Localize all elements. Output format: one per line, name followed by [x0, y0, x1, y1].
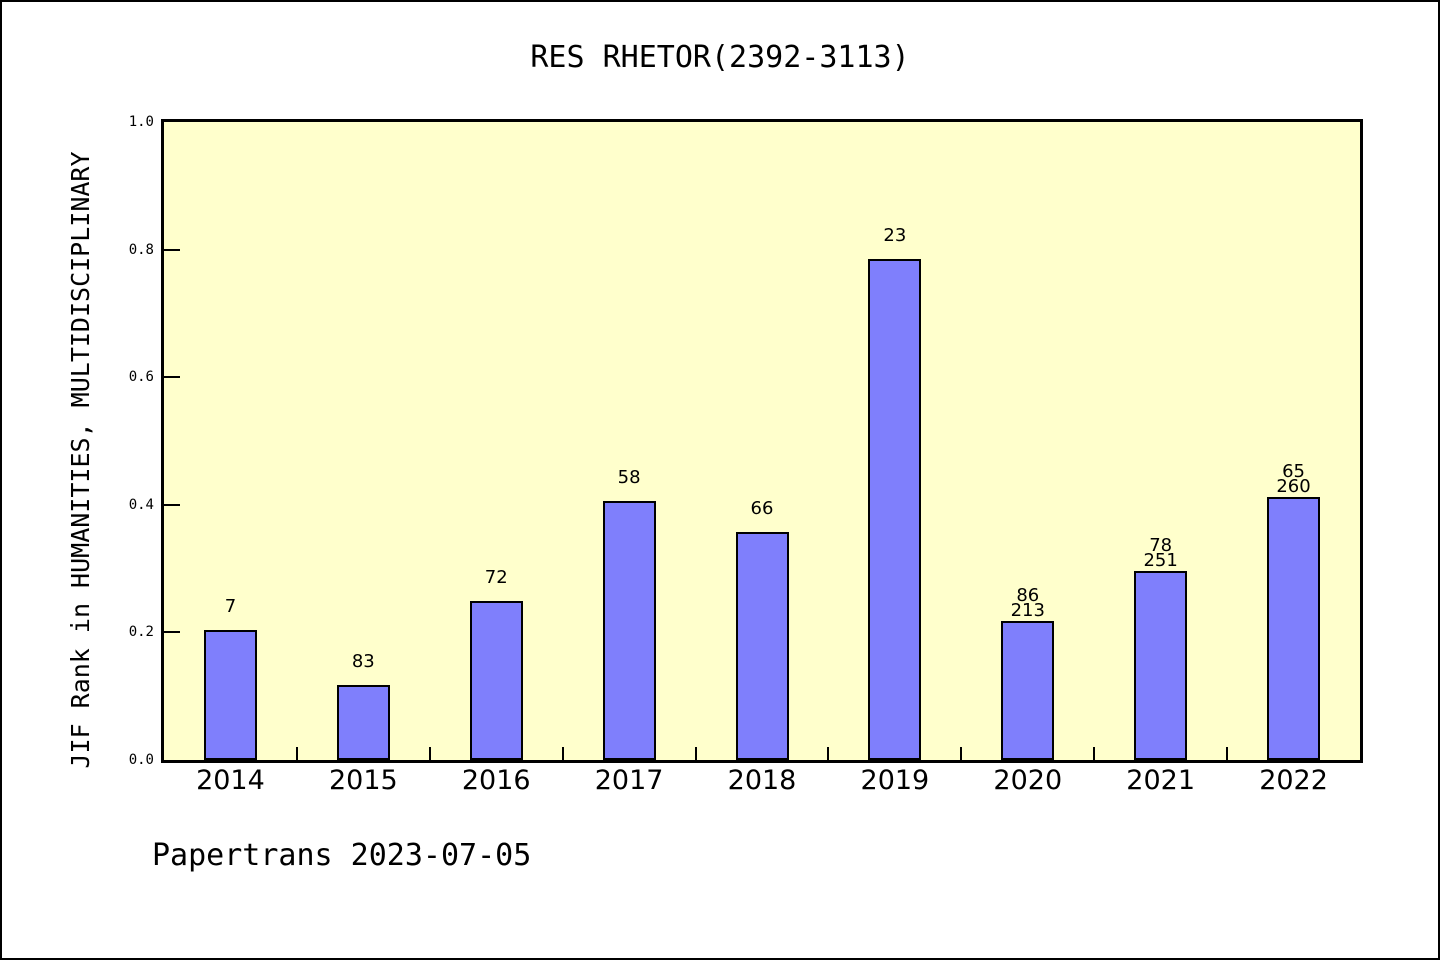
- bar: [602, 500, 656, 760]
- bar-value-label: 86 213: [961, 584, 1094, 621]
- bar: [1134, 571, 1188, 760]
- bar: [735, 531, 789, 760]
- plot-area: 7 83 72 58 66 23 86 213 78 251 65 260: [161, 119, 1363, 763]
- bar-value-label: 72: [430, 566, 563, 588]
- x-category-label: 2018: [727, 765, 797, 796]
- x-category-label: 2020: [993, 765, 1063, 796]
- bar-value-label: 83: [297, 651, 430, 673]
- y-tick: [164, 631, 180, 634]
- bar-value-line: 72: [484, 566, 508, 588]
- chart-title: RES RHETOR(2392-3113): [530, 40, 910, 75]
- bar-value-line: 86: [1016, 584, 1040, 606]
- bar-value-line: 83: [351, 651, 375, 673]
- x-tick: [1093, 747, 1096, 760]
- x-tick: [295, 747, 298, 760]
- y-tick-label: 0.4: [128, 496, 154, 513]
- bar: [868, 259, 922, 760]
- footer-annotation: Papertrans 2023-07-05: [152, 838, 532, 873]
- bar-value-label: 58: [563, 466, 696, 488]
- bar: [1267, 497, 1321, 760]
- bar: [469, 600, 523, 760]
- y-axis-label: JIF Rank in HUMANITIES, MULTIDISCIPLINAR…: [66, 151, 95, 769]
- x-tick: [827, 747, 830, 760]
- y-tick-label: 0.6: [128, 369, 154, 386]
- bar-value-line: 65: [1282, 461, 1305, 483]
- bar-value-line: 23: [883, 225, 907, 247]
- x-tick: [694, 747, 697, 760]
- x-tick: [561, 747, 564, 760]
- x-category-label: 2016: [461, 765, 531, 796]
- x-category-label: 2015: [328, 765, 398, 796]
- x-tick: [428, 747, 431, 760]
- x-category-label: 2017: [594, 765, 664, 796]
- x-tick: [960, 747, 963, 760]
- x-category-label: 2014: [196, 765, 265, 796]
- y-tick-label: 0.8: [128, 241, 154, 258]
- bar-value-line: 78: [1149, 535, 1173, 557]
- x-category-label: 2022: [1259, 765, 1328, 796]
- y-tick: [164, 503, 180, 506]
- bar-value-line: 58: [617, 466, 641, 488]
- x-category-label: 2021: [1126, 765, 1196, 796]
- bar: [336, 685, 390, 760]
- x-tick: [1226, 747, 1229, 760]
- x-category-label: 2019: [860, 765, 930, 796]
- bar-value-label: 78 251: [1094, 535, 1227, 572]
- y-tick-label: 1.0: [128, 114, 154, 130]
- y-tick: [164, 376, 180, 379]
- bar-value-label: 7: [164, 595, 297, 617]
- bar: [1001, 620, 1055, 760]
- bar-value-label: 66: [696, 497, 829, 519]
- y-tick-label: 0.2: [128, 624, 154, 641]
- bar: [203, 629, 257, 760]
- bar-value-line: 7: [224, 595, 237, 617]
- bar-value-line: 251: [1143, 550, 1178, 572]
- bar-value-label: 23: [828, 225, 961, 247]
- bar-value-line: 260: [1276, 476, 1311, 498]
- y-tick: [164, 248, 180, 251]
- bar-value-line: 213: [1010, 599, 1045, 621]
- bar-value-label: 65 260: [1227, 461, 1360, 498]
- y-tick-label: 0.0: [128, 752, 154, 768]
- bar-value-line: 66: [750, 497, 774, 519]
